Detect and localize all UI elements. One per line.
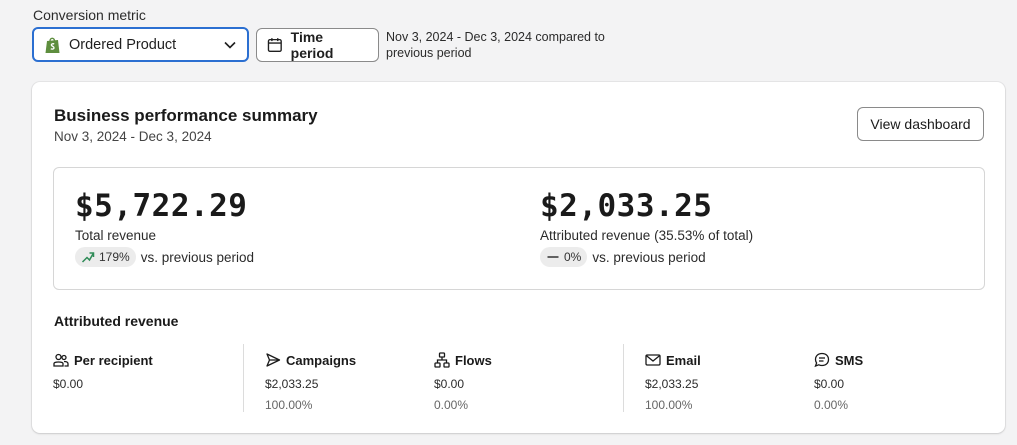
attributed-revenue-comparison: 0% vs. previous period [540, 247, 753, 267]
metric-campaigns: Campaigns $2,033.25 100.00% [243, 344, 413, 412]
metric-name: Email [666, 352, 701, 368]
revenue-summary-box: $5,722.29 Total revenue 179% vs. previou… [53, 167, 985, 290]
metric-percent: 0.00% [814, 398, 849, 412]
view-dashboard-button[interactable]: View dashboard [857, 107, 984, 141]
total-revenue-value: $5,722.29 [75, 188, 248, 224]
total-revenue-comparison: 179% vs. previous period [75, 247, 254, 267]
metric-name: Flows [455, 352, 492, 368]
mail-icon [645, 354, 661, 366]
sms-icon [814, 352, 830, 368]
attributed-revenue-value: $2,033.25 [540, 188, 713, 224]
metric-value: $0.00 [53, 377, 84, 391]
metric-sms: SMS $0.00 0.00% [793, 344, 983, 413]
comparison-text: vs. previous period [592, 249, 706, 265]
card-title: Business performance summary [54, 106, 318, 125]
total-revenue-label: Total revenue [75, 228, 157, 243]
attributed-revenue-title: Attributed revenue [54, 313, 179, 329]
attributed-metrics-row: Per recipient $0.00 Campaigns $2,033.25 … [53, 344, 985, 414]
metric-value: $0.00 [814, 377, 845, 391]
comparison-range-note: Nov 3, 2024 - Dec 3, 2024 compared to pr… [386, 30, 605, 60]
time-period-label: Time period [290, 29, 334, 61]
metric-name: Campaigns [286, 352, 357, 368]
metric-value: $2,033.25 [265, 377, 319, 391]
flow-icon [434, 352, 450, 368]
conversion-metric-value: Ordered Product [69, 36, 177, 53]
conversion-metric-select[interactable]: Ordered Product [32, 27, 249, 62]
conversion-metric-label: Conversion metric [33, 7, 146, 23]
metric-flows: Flows $0.00 0.00% [413, 344, 623, 412]
trend-up-icon [81, 252, 95, 263]
metric-email: Email $2,033.25 100.00% [623, 344, 793, 412]
comparison-text: vs. previous period [140, 249, 255, 265]
attributed-revenue-stat: $2,033.25 Attributed revenue (35.53% of … [540, 188, 753, 267]
calendar-icon [267, 38, 282, 53]
dash-icon [547, 256, 559, 258]
change-value: 0% [564, 250, 582, 264]
metric-percent: 0.00% [434, 398, 469, 412]
metric-percent: 100.00% [265, 398, 313, 412]
change-badge: 179% [75, 247, 136, 267]
people-icon [53, 353, 69, 367]
change-badge: 0% [540, 247, 588, 267]
change-value: 179% [99, 250, 130, 264]
metric-name: SMS [835, 352, 864, 368]
attributed-revenue-label: Attributed revenue (35.53% of total) [540, 228, 754, 243]
metric-percent: 100.00% [645, 398, 693, 412]
metric-name: Per recipient [74, 352, 153, 368]
chevron-down-icon [224, 41, 236, 49]
metric-per-recipient: Per recipient $0.00 [53, 344, 243, 412]
shopify-bag-icon [45, 37, 60, 53]
time-period-button[interactable]: Time period [256, 28, 379, 62]
send-icon [266, 353, 281, 367]
metric-value: $0.00 [434, 377, 465, 391]
card-date-range: Nov 3, 2024 - Dec 3, 2024 [54, 129, 212, 144]
total-revenue-stat: $5,722.29 Total revenue 179% vs. previou… [75, 188, 254, 267]
business-performance-card: Business performance summary Nov 3, 2024… [32, 82, 1005, 433]
metric-value: $2,033.25 [645, 377, 699, 391]
